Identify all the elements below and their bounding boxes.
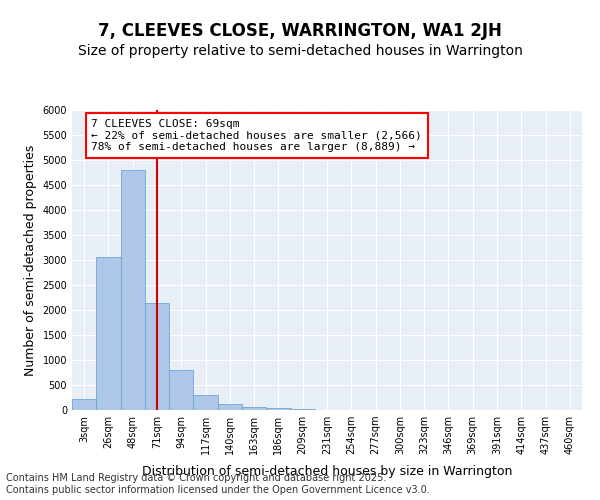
Text: Size of property relative to semi-detached houses in Warrington: Size of property relative to semi-detach…	[77, 44, 523, 58]
Text: 7 CLEEVES CLOSE: 69sqm
← 22% of semi-detached houses are smaller (2,566)
78% of : 7 CLEEVES CLOSE: 69sqm ← 22% of semi-det…	[91, 119, 422, 152]
Y-axis label: Number of semi-detached properties: Number of semi-detached properties	[24, 144, 37, 376]
Bar	[242, 407, 266, 410]
Bar	[121, 170, 145, 410]
Bar	[290, 409, 315, 410]
Bar	[193, 395, 218, 410]
Text: 7, CLEEVES CLOSE, WARRINGTON, WA1 2JH: 7, CLEEVES CLOSE, WARRINGTON, WA1 2JH	[98, 22, 502, 40]
Bar	[266, 408, 290, 410]
Bar	[72, 398, 96, 410]
Text: Contains HM Land Registry data © Crown copyright and database right 2025.
Contai: Contains HM Land Registry data © Crown c…	[6, 474, 430, 495]
Bar	[96, 257, 121, 410]
X-axis label: Distribution of semi-detached houses by size in Warrington: Distribution of semi-detached houses by …	[142, 466, 512, 478]
Bar	[218, 404, 242, 410]
Bar	[169, 370, 193, 410]
Bar	[145, 303, 169, 410]
